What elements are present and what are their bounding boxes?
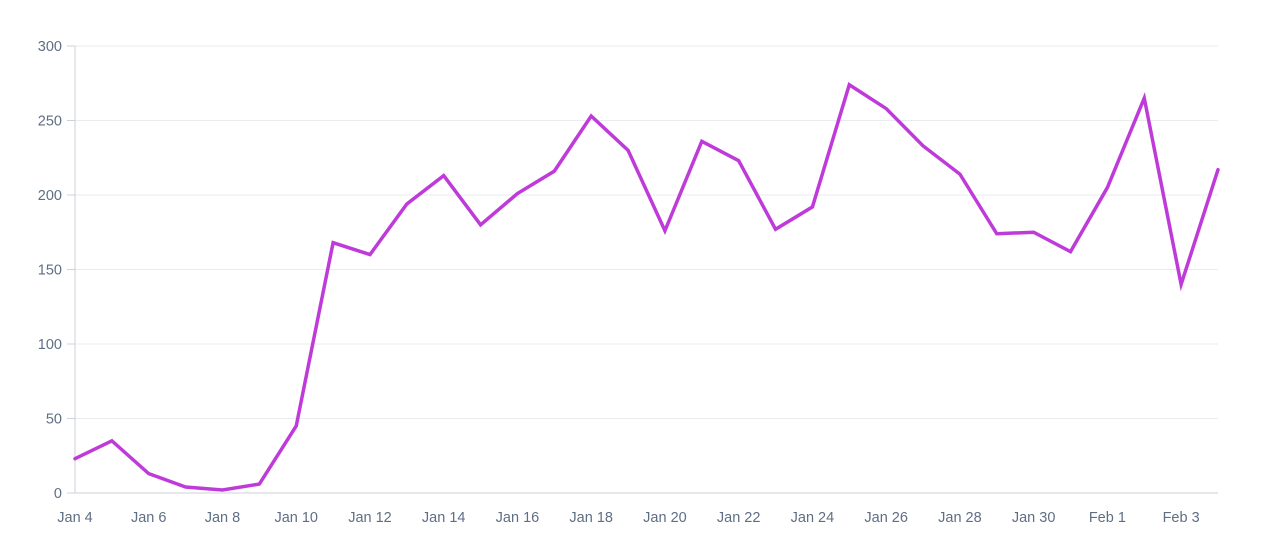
x-axis-label: Jan 16: [496, 510, 540, 526]
x-axis-label: Jan 24: [791, 510, 835, 526]
y-axis-label: 150: [38, 263, 62, 279]
x-axis-label: Jan 4: [57, 510, 92, 526]
y-axis-label: 50: [46, 412, 62, 428]
y-axis-label: 200: [38, 188, 62, 204]
x-axis-label: Jan 14: [422, 510, 466, 526]
x-axis-label: Jan 28: [938, 510, 982, 526]
y-axis-label: 100: [38, 337, 62, 353]
x-axis-label: Jan 30: [1012, 510, 1056, 526]
y-axis-label: 250: [38, 114, 62, 130]
data-series-line: [73, 82, 1220, 492]
x-axis-label: Jan 10: [274, 510, 318, 526]
x-axis-label: Jan 22: [717, 510, 761, 526]
x-axis-label: Jan 6: [131, 510, 166, 526]
x-axis-label: Jan 8: [205, 510, 240, 526]
y-axis-label: 300: [38, 39, 62, 55]
y-axis-label: 0: [54, 486, 62, 502]
x-axis-label: Feb 1: [1089, 510, 1126, 526]
x-axis-label: Jan 18: [569, 510, 613, 526]
x-axis-label: Jan 12: [348, 510, 392, 526]
x-axis-label: Feb 3: [1163, 510, 1200, 526]
x-axis-label: Jan 26: [864, 510, 908, 526]
x-axis-label: Jan 20: [643, 510, 687, 526]
